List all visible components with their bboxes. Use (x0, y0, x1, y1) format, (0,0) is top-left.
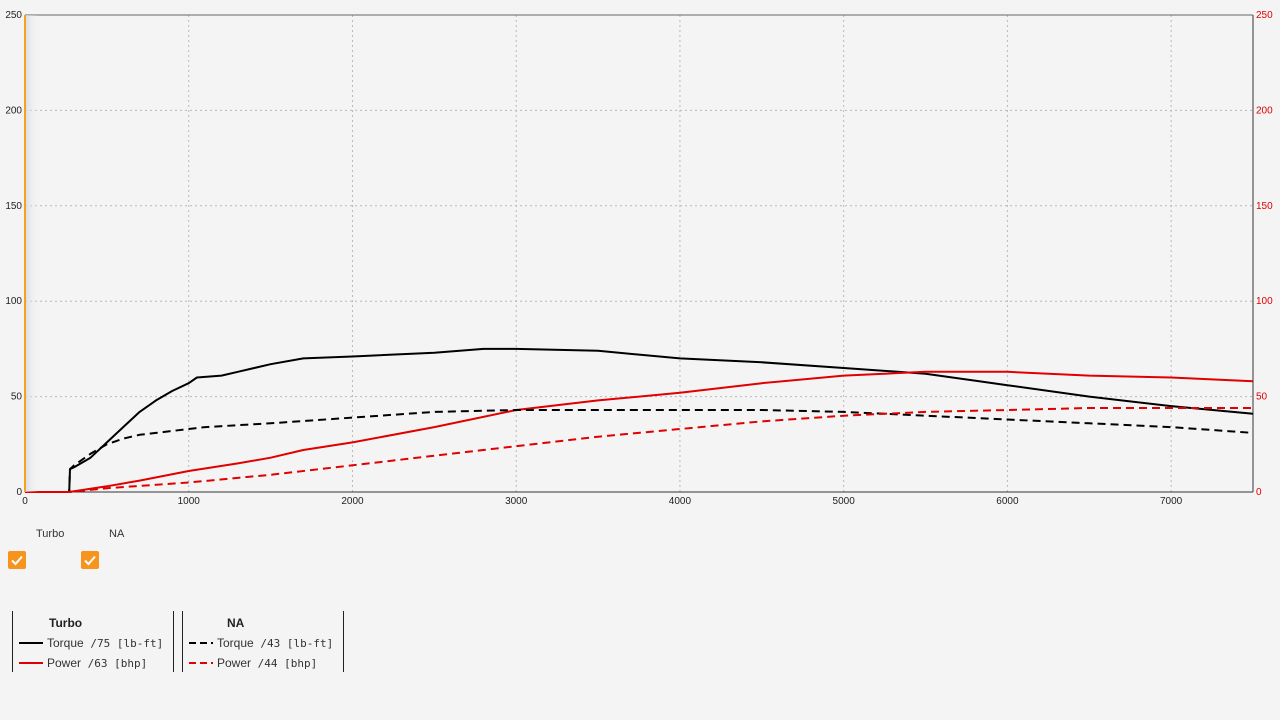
chart-cursor[interactable] (24, 15, 39, 492)
y-tick-label-left: 100 (5, 296, 22, 307)
legend-turbo-title: Turbo (49, 616, 83, 630)
dashed-red-line-icon (189, 662, 213, 664)
legend-series-name: Torque (217, 636, 254, 650)
legend-series-name: Power (47, 656, 82, 670)
x-tick-label: 5000 (833, 496, 856, 507)
check-icon (11, 555, 23, 566)
legend-series-unit: [bhp] (284, 657, 318, 670)
x-tick-label: 2000 (341, 496, 364, 507)
cursor-shade (25, 15, 39, 492)
solid-black-line-icon (19, 642, 43, 644)
chart-series (25, 347, 1254, 493)
legend-series-value: /44 (257, 657, 278, 670)
y-tick-label-right: 0 (1256, 487, 1262, 498)
legend-series-name: Power (217, 656, 252, 670)
legend-na: NA Torque /43 [lb-ft] Power /44 [bhp] (182, 611, 344, 672)
turbo-checkbox[interactable] (8, 551, 26, 569)
x-tick-label: 1000 (178, 496, 201, 507)
series-line-na-torque (25, 409, 1254, 493)
x-tick-label: 4000 (669, 496, 692, 507)
series-line-na-power (25, 407, 1253, 493)
solid-red-line-icon (19, 662, 43, 664)
series-line-turbo-power (25, 370, 1254, 493)
na-checkbox[interactable] (81, 551, 99, 569)
toggle-na-label: NA (109, 528, 125, 540)
y-tick-label-left: 200 (5, 105, 22, 116)
legend-series-value: /63 (87, 657, 108, 670)
y-tick-label-right: 250 (1256, 10, 1273, 21)
y-tick-label-right: 150 (1256, 201, 1273, 212)
x-tick-label: 7000 (1160, 496, 1183, 507)
y-tick-label-left: 0 (16, 487, 22, 498)
series-line-turbo-torque (25, 347, 1254, 493)
legend-series-unit: [lb-ft] (116, 637, 164, 650)
x-tick-label: 3000 (505, 496, 528, 507)
y-tick-label-right: 50 (1256, 392, 1268, 403)
check-icon (84, 555, 96, 566)
y-tick-label-left: 250 (5, 10, 22, 21)
legend-series-unit: [bhp] (114, 657, 148, 670)
legend-series-name: Torque (47, 636, 84, 650)
y-tick-label-left: 150 (5, 201, 22, 212)
legend-na-title: NA (227, 616, 245, 630)
legend-series-unit: [lb-ft] (286, 637, 334, 650)
y-tick-label-right: 200 (1256, 105, 1273, 116)
chart-grid (25, 14, 1253, 492)
legend-series-value: /75 (90, 637, 111, 650)
legend-turbo: Turbo Torque /75 [lb-ft] Power /63 [bhp] (12, 611, 174, 672)
x-tick-label: 0 (22, 496, 28, 507)
dashed-black-line-icon (189, 642, 213, 644)
y-tick-label-right: 100 (1256, 296, 1273, 307)
chart-axes (24, 14, 1254, 493)
toggle-turbo-label: Turbo (36, 528, 65, 540)
x-tick-label: 6000 (996, 496, 1019, 507)
legend-series-value: /43 (260, 637, 281, 650)
y-tick-label-left: 50 (11, 392, 23, 403)
